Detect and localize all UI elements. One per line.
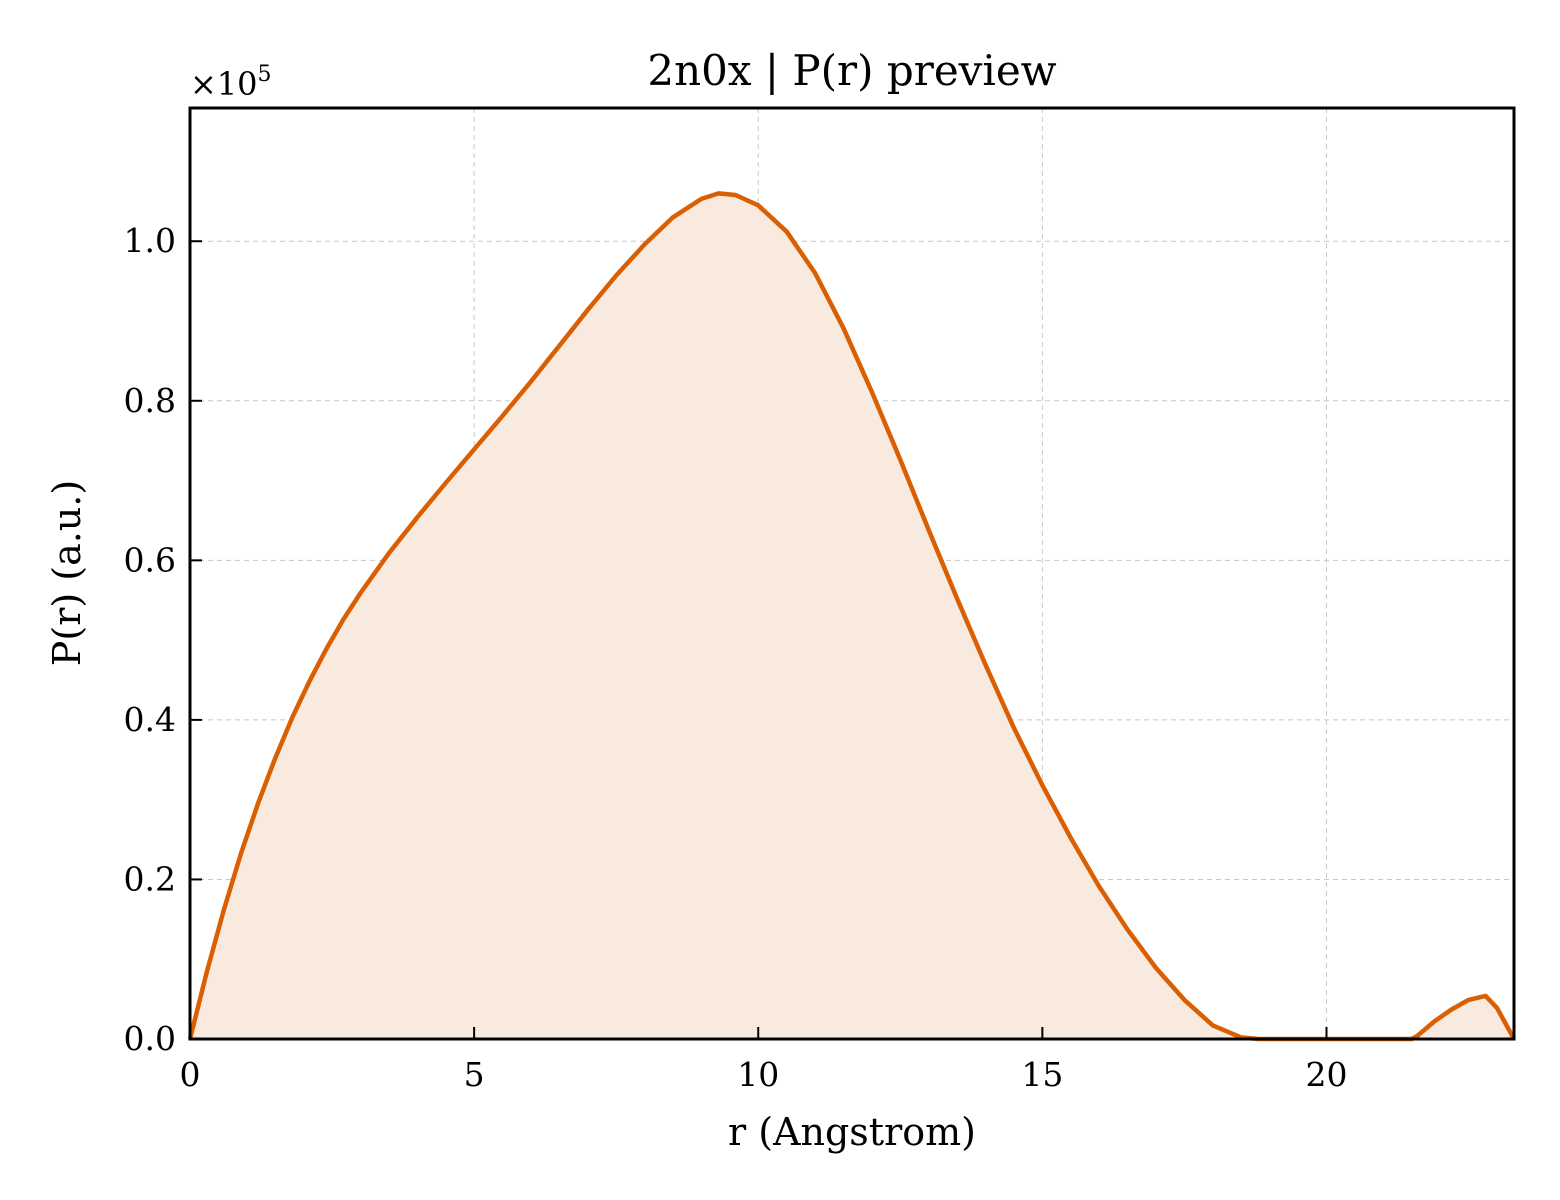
y-tick-label: 0.6 — [124, 540, 176, 579]
x-tick-label: 5 — [464, 1055, 485, 1094]
plot-frame — [188, 106, 1516, 1041]
x-tick-label: 0 — [180, 1055, 201, 1094]
y-tick-label: 1.0 — [124, 221, 176, 260]
chart-title: 2n0x | P(r) preview — [647, 46, 1056, 95]
y-tick-label: 0.2 — [124, 859, 176, 898]
y-axis-label: P(r) (a.u.) — [45, 480, 89, 666]
ticks: 0 5 10 15 20 0.0 0.2 0.4 0.6 0.8 1.0 — [124, 221, 1348, 1094]
x-axis-label: r (Angstrom) — [728, 1110, 976, 1154]
y-tick-label: 0.0 — [124, 1019, 176, 1058]
y-offset-label: ×105 — [190, 62, 272, 103]
x-tick-label: 20 — [1305, 1055, 1347, 1094]
x-tick-label: 15 — [1021, 1055, 1063, 1094]
y-tick-label: 0.4 — [124, 700, 176, 739]
pr-area-fill — [190, 193, 1514, 1039]
y-tick-label: 0.8 — [124, 381, 176, 420]
y-offset-exponent: 5 — [258, 62, 272, 87]
x-tick-label: 10 — [737, 1055, 779, 1094]
y-offset-base: ×10 — [190, 65, 258, 103]
